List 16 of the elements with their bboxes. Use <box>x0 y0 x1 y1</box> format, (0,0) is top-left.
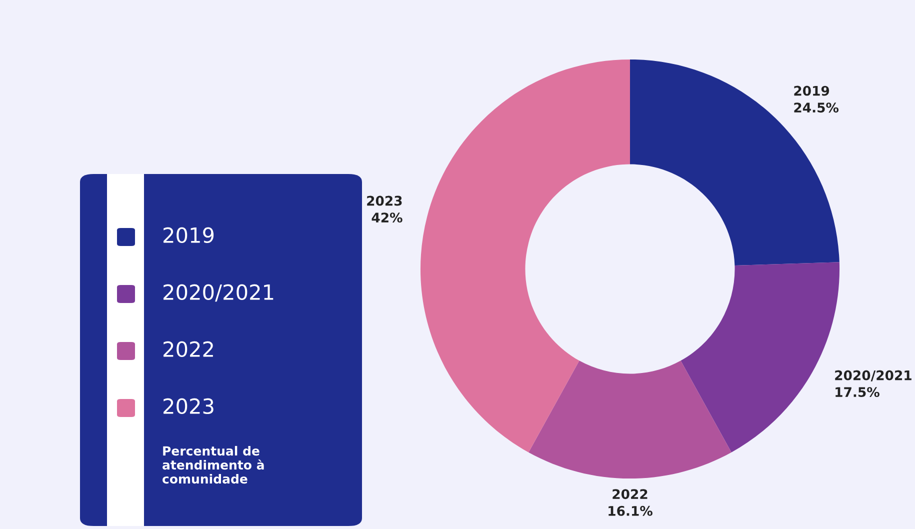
data-label: 42% <box>372 212 402 223</box>
data-label: 17.5% <box>836 387 880 398</box>
slice-label: 2019 <box>794 86 830 96</box>
legend-label: 2023 <box>164 398 214 414</box>
legend-title: Percentual de atendimento à comunidade <box>162 446 264 484</box>
data-label: 24.5% <box>794 102 839 113</box>
donut-slice <box>528 360 732 479</box>
donut-slice <box>630 59 840 266</box>
donut-slice <box>420 59 630 452</box>
data-label: 16.1% <box>608 506 652 516</box>
slice-label: 2020/2021 <box>835 370 912 382</box>
legend-label: 2022 <box>164 341 213 358</box>
slice-label: 2023 <box>367 196 402 206</box>
legend-label: 2020/2021 <box>164 284 274 302</box>
legend-label: 2019 <box>164 227 214 244</box>
slice-label: 2022 <box>612 489 648 500</box>
